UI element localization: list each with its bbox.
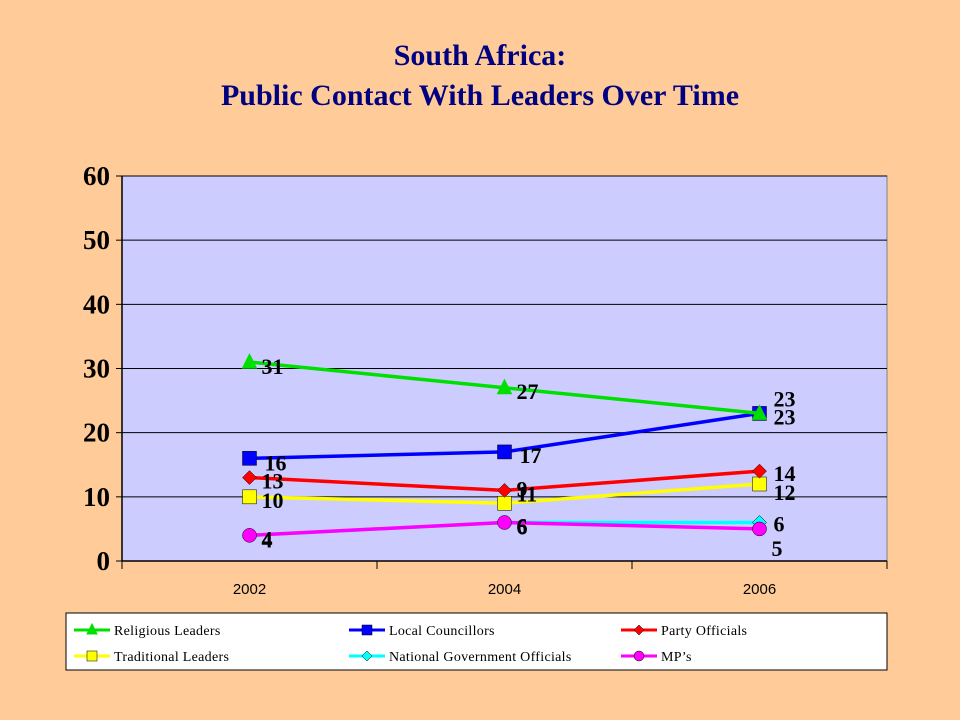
series-mp-s	[242, 515, 767, 543]
title-line-1: South Africa:	[393, 39, 567, 72]
data-label: 4	[262, 527, 273, 552]
legend-box	[65, 612, 888, 671]
data-point	[497, 444, 512, 460]
legend-label: Religious Leaders	[114, 624, 221, 639]
data-point	[497, 483, 512, 498]
data-label: 27	[517, 379, 539, 404]
legend-label: Traditional Leaders	[114, 650, 229, 665]
legend-item: MP’s	[621, 650, 692, 665]
data-point	[86, 622, 98, 635]
data-point	[242, 489, 257, 505]
data-point	[633, 650, 645, 662]
data-point	[86, 650, 98, 662]
legend-label: MP’s	[661, 650, 692, 665]
data-label: 13	[262, 469, 284, 494]
data-label: 5	[772, 536, 783, 561]
x-tick-label: 2006	[743, 581, 776, 598]
y-tick-label: 30	[83, 354, 110, 384]
data-label: 4	[262, 526, 273, 551]
data-label: 6	[517, 515, 528, 540]
data-point	[751, 404, 768, 420]
legend: Religious Leaders Local Councillors Party …	[65, 612, 888, 671]
legend-item: Religious Leaders	[74, 622, 221, 639]
legend-item: Local Councillors	[349, 624, 495, 639]
y-tick-label: 60	[83, 161, 110, 191]
legend-item: Traditional Leaders	[74, 650, 229, 665]
x-tick-label: 2004	[488, 581, 521, 598]
y-tick-label: 20	[83, 418, 110, 448]
legend-label: National Government Officials	[389, 650, 572, 665]
legend-item: Party Officials	[621, 624, 747, 639]
data-label: 6	[774, 512, 785, 537]
data-point	[752, 463, 767, 479]
data-point	[242, 528, 257, 543]
data-label: 11	[517, 481, 538, 506]
data-label: 9	[517, 476, 528, 501]
data-point	[241, 352, 258, 369]
series-religious-leaders	[241, 352, 768, 420]
series-traditional-leaders	[242, 476, 767, 511]
data-label: 16	[265, 450, 287, 475]
series-party-officials	[242, 463, 767, 498]
data-label: 10	[262, 488, 284, 513]
chart-title: South Africa: Public Contact With Leader…	[0, 36, 960, 116]
data-label: 31	[262, 354, 284, 379]
data-point	[752, 476, 767, 492]
data-label: 23	[774, 404, 796, 429]
data-point	[497, 496, 512, 511]
data-point	[361, 624, 373, 636]
data-label: 14	[774, 461, 796, 486]
x-axis-ticks: 2002 2004 2006	[121, 561, 888, 598]
data-point	[242, 451, 257, 466]
data-point	[633, 624, 645, 636]
data-point	[361, 650, 373, 662]
series-group	[241, 352, 768, 543]
data-label: 12	[774, 480, 796, 505]
legend-item: National Government Officials	[349, 650, 572, 665]
data-point	[752, 521, 767, 537]
data-label: 6	[517, 514, 528, 539]
title-line-2: Public Contact With Leaders Over Time	[220, 79, 740, 112]
data-point	[242, 470, 257, 485]
legend-label: Party Officials	[661, 624, 747, 639]
y-tick-label: 40	[83, 289, 110, 319]
y-tick-label: 50	[83, 225, 110, 255]
data-point	[496, 378, 513, 395]
y-tick-label: 10	[83, 482, 110, 512]
data-point	[497, 515, 512, 530]
y-tick-label: 0	[97, 546, 111, 576]
data-label: 17	[520, 443, 542, 468]
legend-label: Local Councillors	[389, 624, 495, 639]
x-tick-label: 2002	[233, 581, 266, 598]
data-label: 23	[774, 386, 796, 411]
y-axis-ticks: 0 10 20 30 40 50 60	[83, 161, 122, 576]
